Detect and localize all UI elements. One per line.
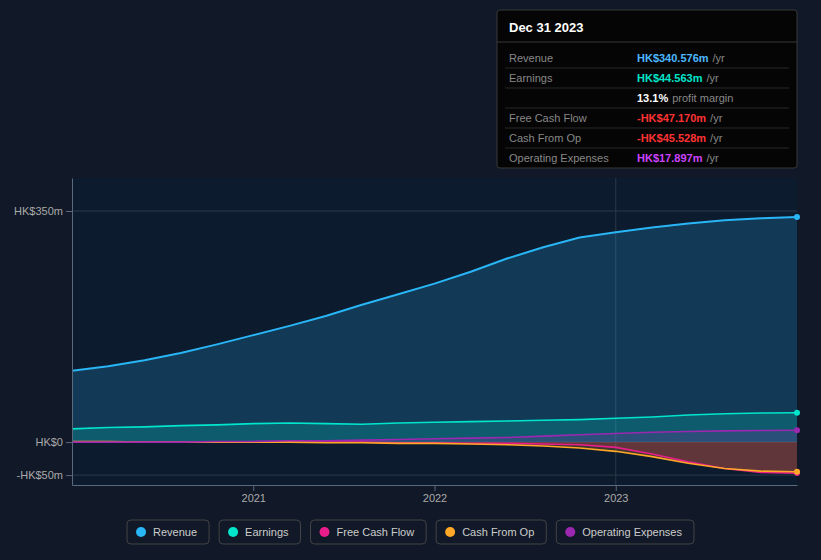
info-row: HK$340.576m/yr xyxy=(637,52,725,64)
series-line xyxy=(72,442,797,473)
info-separator xyxy=(497,42,797,43)
info-separator xyxy=(505,88,789,89)
info-suffix: /yr xyxy=(713,52,726,64)
info-label: Operating Expenses xyxy=(509,152,609,164)
info-value: 13.1% xyxy=(637,92,668,104)
legend-item: Revenue xyxy=(127,520,209,544)
grid-line xyxy=(72,211,797,212)
info-row: 13.1% profit margin xyxy=(637,92,733,104)
y-tick-label: HK$0 xyxy=(35,436,63,448)
x-tick: 2023 xyxy=(604,485,628,504)
info-value: -HK$45.528m xyxy=(637,132,706,144)
y-tick-mark xyxy=(66,442,72,443)
y-tick: HK$350m xyxy=(14,205,72,217)
legend-label: Cash From Op xyxy=(462,526,534,538)
legend-label: Free Cash Flow xyxy=(337,526,415,538)
legend-box xyxy=(311,520,427,544)
info-value: HK$44.563m xyxy=(637,72,703,84)
legend-box xyxy=(127,520,209,544)
y-axis: -HK$50m HK$0 HK$350m xyxy=(14,179,72,486)
info-row: -HK$45.528m/yr xyxy=(637,132,723,144)
legend-box xyxy=(219,520,300,544)
x-axis: 2021 2022 2023 xyxy=(73,485,798,504)
end-dot xyxy=(794,427,800,433)
info-value: HK$17.897m xyxy=(637,152,703,164)
y-tick-mark xyxy=(66,211,72,212)
legend-swatch xyxy=(565,527,575,537)
x-tick: 2022 xyxy=(423,485,447,504)
info-separator xyxy=(505,128,789,129)
end-dots xyxy=(794,214,800,476)
info-box: Dec 31 2023 Revenue HK$340.576m/yr Earnings… xyxy=(497,10,797,168)
info-row: -HK$47.170m/yr xyxy=(637,112,723,124)
info-separator xyxy=(505,108,789,109)
x-tick-mark xyxy=(616,485,617,491)
info-separator xyxy=(505,148,789,149)
grid xyxy=(72,211,797,475)
end-dot xyxy=(794,469,800,475)
x-tick: 2021 xyxy=(242,485,266,504)
info-row: HK$17.897m/yr xyxy=(637,152,719,164)
info-box-frame xyxy=(497,10,797,168)
area-fill xyxy=(72,441,797,471)
chart-svg: 2021 2022 2023 -HK$50m HK$0 HK$350m Dec 31 202… xyxy=(0,0,821,560)
y-tick-mark xyxy=(66,475,72,476)
y-tick: HK$0 xyxy=(35,436,72,448)
end-dot xyxy=(794,410,800,416)
info-suffix: /yr xyxy=(706,152,719,164)
legend-item: Free Cash Flow xyxy=(311,520,427,544)
plot-background xyxy=(72,178,797,485)
legend-swatch xyxy=(228,527,238,537)
series-line xyxy=(72,441,797,471)
x-tick-label: 2022 xyxy=(423,492,447,504)
info-suffix: /yr xyxy=(706,72,719,84)
x-tick-mark xyxy=(435,485,436,491)
info-separator xyxy=(505,68,789,69)
legend-item: Operating Expenses xyxy=(556,520,694,544)
info-label: Earnings xyxy=(509,72,553,84)
area-fill xyxy=(72,413,797,442)
legend-label: Operating Expenses xyxy=(582,526,682,538)
x-tick-mark xyxy=(253,485,254,491)
area-fill xyxy=(72,217,797,442)
y-tick-label: HK$350m xyxy=(14,205,63,217)
area-fill xyxy=(72,430,797,442)
legend-swatch xyxy=(136,527,146,537)
info-suffix: /yr xyxy=(710,112,723,124)
info-label: Free Cash Flow xyxy=(509,112,587,124)
background xyxy=(0,0,821,560)
legend-box xyxy=(556,520,694,544)
x-tick-label: 2021 xyxy=(242,492,266,504)
y-tick-label: -HK$50m xyxy=(17,469,63,481)
info-value: HK$340.576m xyxy=(637,52,709,64)
axis-line xyxy=(72,179,73,486)
data-area xyxy=(72,217,797,473)
area-fill xyxy=(72,442,797,473)
end-dot xyxy=(794,214,800,220)
legend-label: Revenue xyxy=(153,526,197,538)
legend: Revenue Earnings Free Cash Flow Cash From O… xyxy=(127,520,694,544)
x-tick-label: 2023 xyxy=(604,492,628,504)
legend-swatch xyxy=(445,527,455,537)
series-line xyxy=(72,413,797,429)
legend-item: Cash From Op xyxy=(436,520,546,544)
info-suffix: /yr xyxy=(710,132,723,144)
info-row: HK$44.563m/yr xyxy=(637,72,719,84)
legend-swatch xyxy=(320,527,330,537)
legend-label: Earnings xyxy=(245,526,289,538)
series-line xyxy=(72,430,797,442)
legend-box xyxy=(436,520,546,544)
info-suffix: profit margin xyxy=(672,92,733,104)
y-tick: -HK$50m xyxy=(17,469,72,481)
info-title: Dec 31 2023 xyxy=(509,20,583,35)
info-label: Cash From Op xyxy=(509,132,581,144)
info-label: Revenue xyxy=(509,52,553,64)
info-value: -HK$47.170m xyxy=(637,112,706,124)
legend-item: Earnings xyxy=(219,520,300,544)
series-line xyxy=(72,217,797,371)
grid-line xyxy=(72,475,797,476)
